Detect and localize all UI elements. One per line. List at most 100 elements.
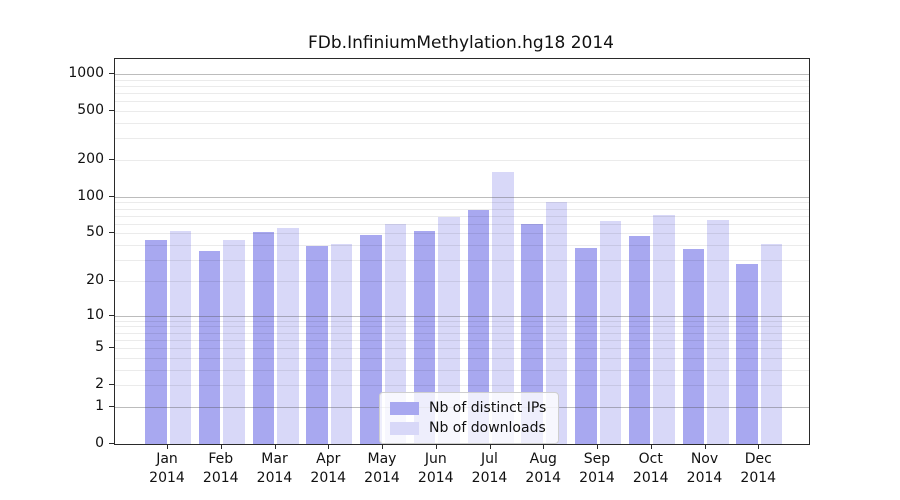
x-tick-label-dec: Dec 2014 <box>740 451 777 486</box>
x-tick-jul <box>489 444 491 449</box>
bar-ips-dec <box>736 263 758 444</box>
y-gridline-major-10 <box>115 315 809 317</box>
y-gridline-minor-5 <box>115 348 809 350</box>
x-tick-apr <box>328 444 330 449</box>
x-tick-may <box>382 444 383 449</box>
y-tick-label-10: 10 <box>86 306 104 323</box>
y-gridline-minor-30 <box>115 260 809 262</box>
y-gridline-minor-8 <box>115 326 809 328</box>
y-tick-10 <box>109 314 114 316</box>
y-tick-20 <box>109 279 114 281</box>
y-gridline-minor-900 <box>115 79 809 81</box>
legend: Nb of distinct IPs Nb of downloads <box>379 392 560 444</box>
y-gridline-minor-700 <box>115 93 809 95</box>
y-gridline-major-1000 <box>115 74 809 76</box>
bar-ips-jun <box>413 231 436 444</box>
y-gridline-minor-400 <box>115 123 809 125</box>
y-gridline-minor-80 <box>115 208 809 210</box>
x-tick-jan <box>167 444 168 449</box>
y-tick-5 <box>109 347 114 349</box>
plot-area: Nb of distinct IPs Nb of downloads <box>114 58 810 445</box>
y-tick-label-100: 100 <box>77 187 104 204</box>
legend-label-ips: Nb of distinct IPs <box>429 400 547 416</box>
y-tick-label-50: 50 <box>86 224 104 241</box>
y-gridline-minor-20 <box>115 280 809 282</box>
x-tick-mar <box>274 444 276 449</box>
x-tick-jun <box>435 444 437 449</box>
legend-label-downloads: Nb of downloads <box>429 420 546 436</box>
y-gridline-minor-500 <box>115 111 809 113</box>
bar-downloads-mar <box>277 227 299 444</box>
legend-swatch-downloads <box>390 421 419 435</box>
bar-ips-sep <box>575 247 597 444</box>
legend-item-ips: Nb of distinct IPs <box>390 400 546 416</box>
x-tick-label-may: May 2014 <box>364 451 400 486</box>
y-tick-label-5: 5 <box>95 339 104 356</box>
y-tick-label-1: 1 <box>95 397 104 414</box>
bar-downloads-sep <box>599 221 621 444</box>
y-gridline-minor-2 <box>115 385 809 387</box>
legend-swatch-ips <box>390 401 419 415</box>
y-gridline-minor-600 <box>115 101 809 103</box>
x-tick-nov <box>704 444 706 449</box>
y-gridline-minor-300 <box>115 138 809 140</box>
legend-item-downloads: Nb of downloads <box>390 420 546 436</box>
y-gridline-minor-200 <box>115 160 809 162</box>
x-tick-dec <box>758 444 760 449</box>
x-tick-label-jan: Jan 2014 <box>149 451 185 486</box>
bar-ips-jan <box>145 240 167 444</box>
bar-ips-jul <box>467 210 489 444</box>
y-tick-100 <box>109 195 114 197</box>
bar-ips-mar <box>252 232 274 444</box>
y-tick-label-2: 2 <box>95 376 104 393</box>
y-tick-1000 <box>109 73 114 75</box>
x-tick-aug <box>543 444 545 449</box>
y-gridline-minor-70 <box>115 215 809 217</box>
bar-downloads-nov <box>707 219 729 444</box>
x-tick-label-feb: Feb 2014 <box>202 451 239 486</box>
y-gridline-minor-9 <box>115 320 809 322</box>
x-tick-label-mar: Mar 2014 <box>256 451 293 486</box>
y-gridline-minor-50 <box>115 233 809 235</box>
bar-downloads-feb <box>223 240 245 444</box>
x-tick-label-jul: Jul 2014 <box>471 451 508 486</box>
x-tick-feb <box>220 444 222 449</box>
y-tick-50 <box>109 232 114 234</box>
y-gridline-major-100 <box>115 196 809 198</box>
y-tick-200 <box>109 159 114 161</box>
chart-title: FDb.InfiniumMethylation.hg18 2014 <box>308 33 614 53</box>
y-tick-label-1000: 1000 <box>68 65 104 82</box>
y-gridline-minor-90 <box>115 202 809 204</box>
x-tick-oct <box>650 444 652 449</box>
bar-ips-nov <box>682 249 704 444</box>
x-tick-label-oct: Oct 2014 <box>632 451 669 486</box>
y-tick-label-200: 200 <box>77 151 104 168</box>
y-tick-2 <box>109 384 114 386</box>
y-gridline-minor-3 <box>115 369 809 371</box>
y-tick-500 <box>109 110 114 112</box>
y-gridline-minor-60 <box>115 223 809 225</box>
bar-downloads-jun <box>438 217 460 444</box>
y-gridline-minor-800 <box>115 85 809 87</box>
bar-downloads-aug <box>545 201 568 444</box>
bar-ips-feb <box>198 250 221 444</box>
y-gridline-minor-6 <box>115 339 809 341</box>
x-tick-sep <box>597 444 598 449</box>
x-tick-label-aug: Aug 2014 <box>525 451 562 486</box>
bar-downloads-jan <box>169 231 191 444</box>
y-gridline-minor-4 <box>115 357 809 359</box>
y-tick-1 <box>109 405 114 407</box>
y-gridline-minor-40 <box>115 245 809 247</box>
bar-downloads-apr <box>330 243 353 444</box>
x-tick-label-sep: Sep 2014 <box>579 451 615 486</box>
x-tick-label-jun: Jun 2014 <box>417 451 454 486</box>
y-tick-label-0: 0 <box>95 435 104 451</box>
x-tick-label-apr: Apr 2014 <box>310 451 347 486</box>
bar-ips-oct <box>628 235 651 444</box>
bar-downloads-may <box>384 223 406 444</box>
y-tick-0 <box>109 443 114 444</box>
bar-ips-aug <box>521 223 543 444</box>
bar-ips-apr <box>306 246 328 444</box>
bar-ips-may <box>360 234 382 444</box>
